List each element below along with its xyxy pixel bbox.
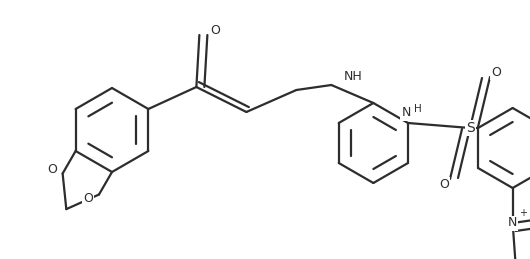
Text: O: O	[210, 24, 220, 37]
Text: NH: NH	[343, 70, 362, 83]
Text: +: +	[519, 208, 527, 218]
Text: H: H	[414, 104, 422, 114]
Text: O: O	[491, 66, 501, 78]
Text: N: N	[401, 106, 411, 119]
Text: S: S	[466, 121, 474, 135]
Text: N: N	[508, 217, 517, 229]
Text: O: O	[47, 163, 57, 176]
Text: O: O	[439, 177, 449, 191]
Text: O: O	[83, 192, 93, 205]
